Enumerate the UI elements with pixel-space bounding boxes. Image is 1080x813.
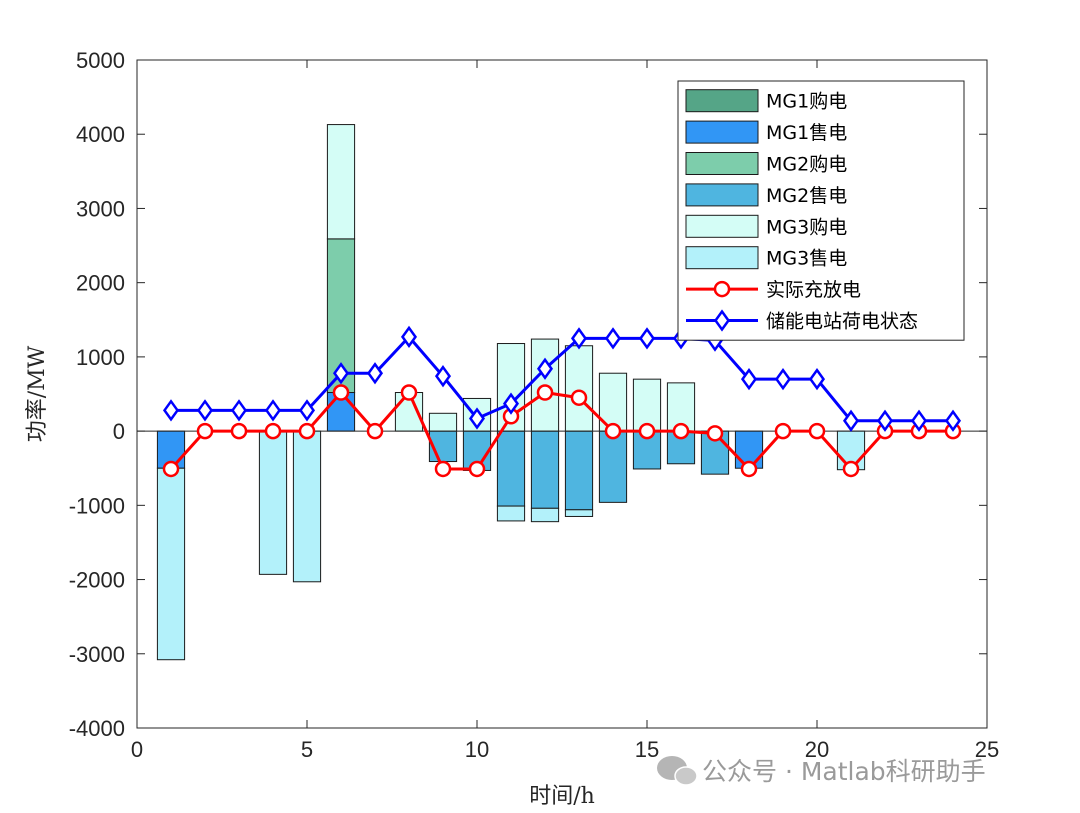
line1-point-hour-7 xyxy=(366,422,384,440)
line1-point-hour-16 xyxy=(672,422,690,440)
line1-point-hour-19 xyxy=(774,422,792,440)
bar-series6-hour-4 xyxy=(258,430,288,575)
line1-point-hour-17 xyxy=(706,425,724,442)
line2-point-hour-21 xyxy=(842,409,860,432)
line2-point-hour-11 xyxy=(502,392,520,415)
y-tick-label: 5000 xyxy=(76,48,125,73)
watermark: 公众号 · Matlab科研助手 xyxy=(657,756,986,786)
y-tick-label: 1000 xyxy=(76,345,125,370)
line2-point-hour-22 xyxy=(876,409,894,432)
line2-point-hour-14 xyxy=(604,327,622,350)
legend-marker-2 xyxy=(713,309,731,332)
y-tick-label: 0 xyxy=(113,419,125,444)
line2-point-hour-15 xyxy=(638,327,656,350)
bar-series6-hour-11 xyxy=(496,505,526,522)
line1-point-hour-4 xyxy=(264,422,282,440)
bar-series5-hour-13 xyxy=(564,345,594,432)
legend-box xyxy=(677,80,965,341)
legend: MG1购电 MG1售电 MG2购电 MG2售电 MG3购电 MG3售电实际充放电储能电站荷… xyxy=(677,80,965,341)
line2-point-hour-4 xyxy=(264,399,282,422)
line2-point-hour-9 xyxy=(434,365,452,388)
line1-point-hour-8 xyxy=(400,384,418,401)
line2-point-hour-5 xyxy=(298,399,316,422)
legend-label-1: MG1购电 xyxy=(766,91,847,113)
legend-line-label-2: 储能电站荷电状态 xyxy=(766,311,918,333)
legend-swatch-1 xyxy=(685,89,759,113)
legend-swatch-3 xyxy=(685,152,759,175)
line2-point-hour-20 xyxy=(808,368,826,391)
line1-point-hour-12 xyxy=(536,384,554,401)
bar-series6-hour-13 xyxy=(564,509,594,517)
line2-point-hour-6 xyxy=(332,362,350,385)
line1-point-hour-6 xyxy=(332,384,350,401)
axes-box xyxy=(136,59,988,729)
watermark-text: 公众号 · Matlab科研助手 xyxy=(702,757,986,786)
line2-point-hour-7 xyxy=(366,362,384,385)
line1-point-hour-14 xyxy=(604,422,622,440)
line2-point-hour-1 xyxy=(162,399,180,422)
line1-point-hour-20 xyxy=(808,422,826,440)
y-tick-label: 3000 xyxy=(76,196,125,221)
bar-series5-hour-6 xyxy=(326,124,356,240)
bar-series6-hour-12 xyxy=(530,507,560,523)
x-tick-label: 20 xyxy=(805,737,829,762)
legend-swatch-4 xyxy=(685,183,759,207)
line2-point-hour-10 xyxy=(468,407,486,430)
legend-line-label-1: 实际充放电 xyxy=(766,279,861,301)
line1-point-hour-10 xyxy=(468,460,486,478)
bar-series6-hour-1 xyxy=(156,467,186,661)
x-axis-label: 时间/h xyxy=(529,784,595,809)
bar-series5-hour-14 xyxy=(598,372,628,432)
line-group xyxy=(162,325,962,478)
line2-point-hour-13 xyxy=(570,327,588,350)
legend-label-3: MG2购电 xyxy=(766,154,847,176)
x-tick-label: 5 xyxy=(301,737,313,762)
line1-point-hour-13 xyxy=(570,389,588,406)
line2-point-hour-18 xyxy=(740,368,758,391)
legend-swatch-2 xyxy=(685,120,759,144)
legend-marker-1 xyxy=(713,280,731,298)
line1-point-hour-9 xyxy=(434,460,452,478)
x-tick-label: 10 xyxy=(465,737,489,762)
line1-point-hour-2 xyxy=(196,422,214,440)
x-tick-label: 15 xyxy=(635,737,659,762)
line2-point-hour-8 xyxy=(400,325,418,348)
legend-label-5: MG3购电 xyxy=(766,216,847,238)
x-tick-label: 25 xyxy=(975,737,999,762)
wechat-icon-bubble xyxy=(674,766,698,786)
y-tick-label: -2000 xyxy=(69,568,125,593)
line2-point-hour-23 xyxy=(910,409,928,432)
line1-point-hour-5 xyxy=(298,422,316,440)
bar-series4-hour-11 xyxy=(496,430,526,507)
y-tick-label: -1000 xyxy=(69,493,125,518)
line1-point-hour-18 xyxy=(740,460,758,478)
line1-point-hour-15 xyxy=(638,422,656,440)
legend-label-4: MG2售电 xyxy=(766,185,847,207)
legend-label-2: MG1售电 xyxy=(766,122,847,144)
line2-point-hour-12 xyxy=(536,357,554,380)
bar-series4-hour-12 xyxy=(530,430,560,509)
y-tick-label: 4000 xyxy=(76,122,125,147)
line2-point-hour-19 xyxy=(774,368,792,391)
legend-swatch-6 xyxy=(685,246,759,270)
line1-point-hour-3 xyxy=(230,422,248,440)
y-tick-label: 2000 xyxy=(76,271,125,296)
bar-series4-hour-13 xyxy=(564,430,594,511)
axes: 0 5 10 15 20 25 -4000 -3000 -2000 -1000 0 1000 2000 3… xyxy=(25,48,999,809)
line1-point-hour-21 xyxy=(842,460,860,478)
legend-swatch-5 xyxy=(685,214,759,238)
bar-series6-hour-5 xyxy=(292,430,322,583)
legend-label-6: MG3售电 xyxy=(766,248,847,270)
line2-point-hour-24 xyxy=(944,409,962,432)
line2-point-hour-2 xyxy=(196,399,214,422)
bar-series5-hour-9 xyxy=(428,412,458,432)
bar-series4-hour-14 xyxy=(598,430,628,503)
x-tick-label: 0 xyxy=(131,737,143,762)
line2-point-hour-3 xyxy=(230,399,248,422)
y-tick-label: -3000 xyxy=(69,642,125,667)
line1-point-hour-1 xyxy=(162,460,180,478)
y-tick-label: -4000 xyxy=(69,716,125,741)
y-axis-label: 功率/MW xyxy=(25,345,50,442)
